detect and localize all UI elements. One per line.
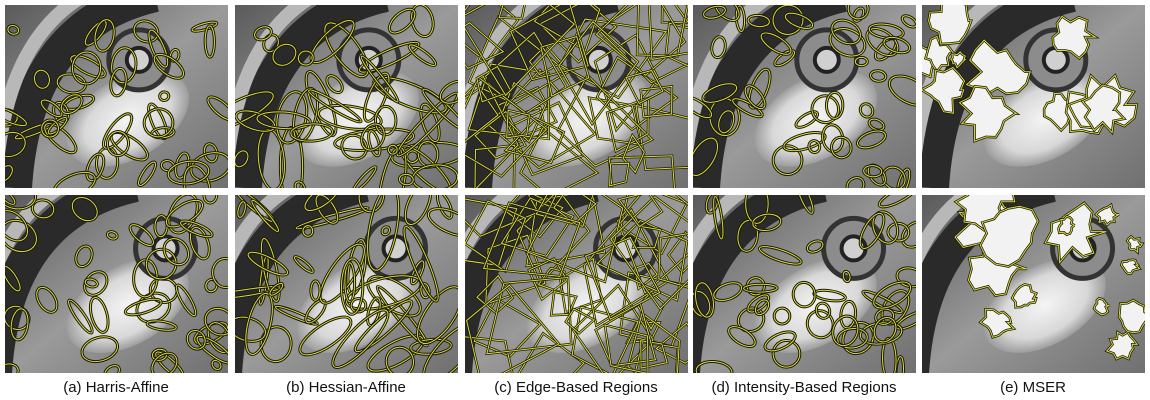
image-panel bbox=[680, 0, 934, 197]
eye-inner bbox=[815, 48, 839, 72]
caption: (e) MSER bbox=[1000, 379, 1066, 396]
caption: (a) Harris-Affine bbox=[63, 379, 169, 396]
region-fill bbox=[1119, 300, 1150, 333]
figure: (a) Harris-Affine (b) Hessian-Affine (c)… bbox=[0, 0, 1150, 400]
image-panel bbox=[892, 165, 1150, 373]
image-panel bbox=[203, 0, 472, 224]
panel-grid bbox=[0, 0, 1150, 400]
image-panel bbox=[201, 165, 486, 390]
image-panel bbox=[0, 165, 239, 382]
image-panel bbox=[434, 0, 724, 224]
caption: (c) Edge-Based Regions bbox=[494, 379, 657, 396]
caption: (b) Hessian-Affine bbox=[286, 379, 406, 396]
page: {"captions": ["(a) Harris-Affine", "(b) … bbox=[0, 0, 1150, 400]
caption: (d) Intensity-Based Regions bbox=[711, 379, 896, 396]
image-panel bbox=[906, 0, 1145, 188]
captions: (a) Harris-Affine (b) Hessian-Affine (c)… bbox=[63, 379, 1066, 396]
image-panel bbox=[663, 165, 933, 387]
image-panel bbox=[0, 0, 237, 210]
